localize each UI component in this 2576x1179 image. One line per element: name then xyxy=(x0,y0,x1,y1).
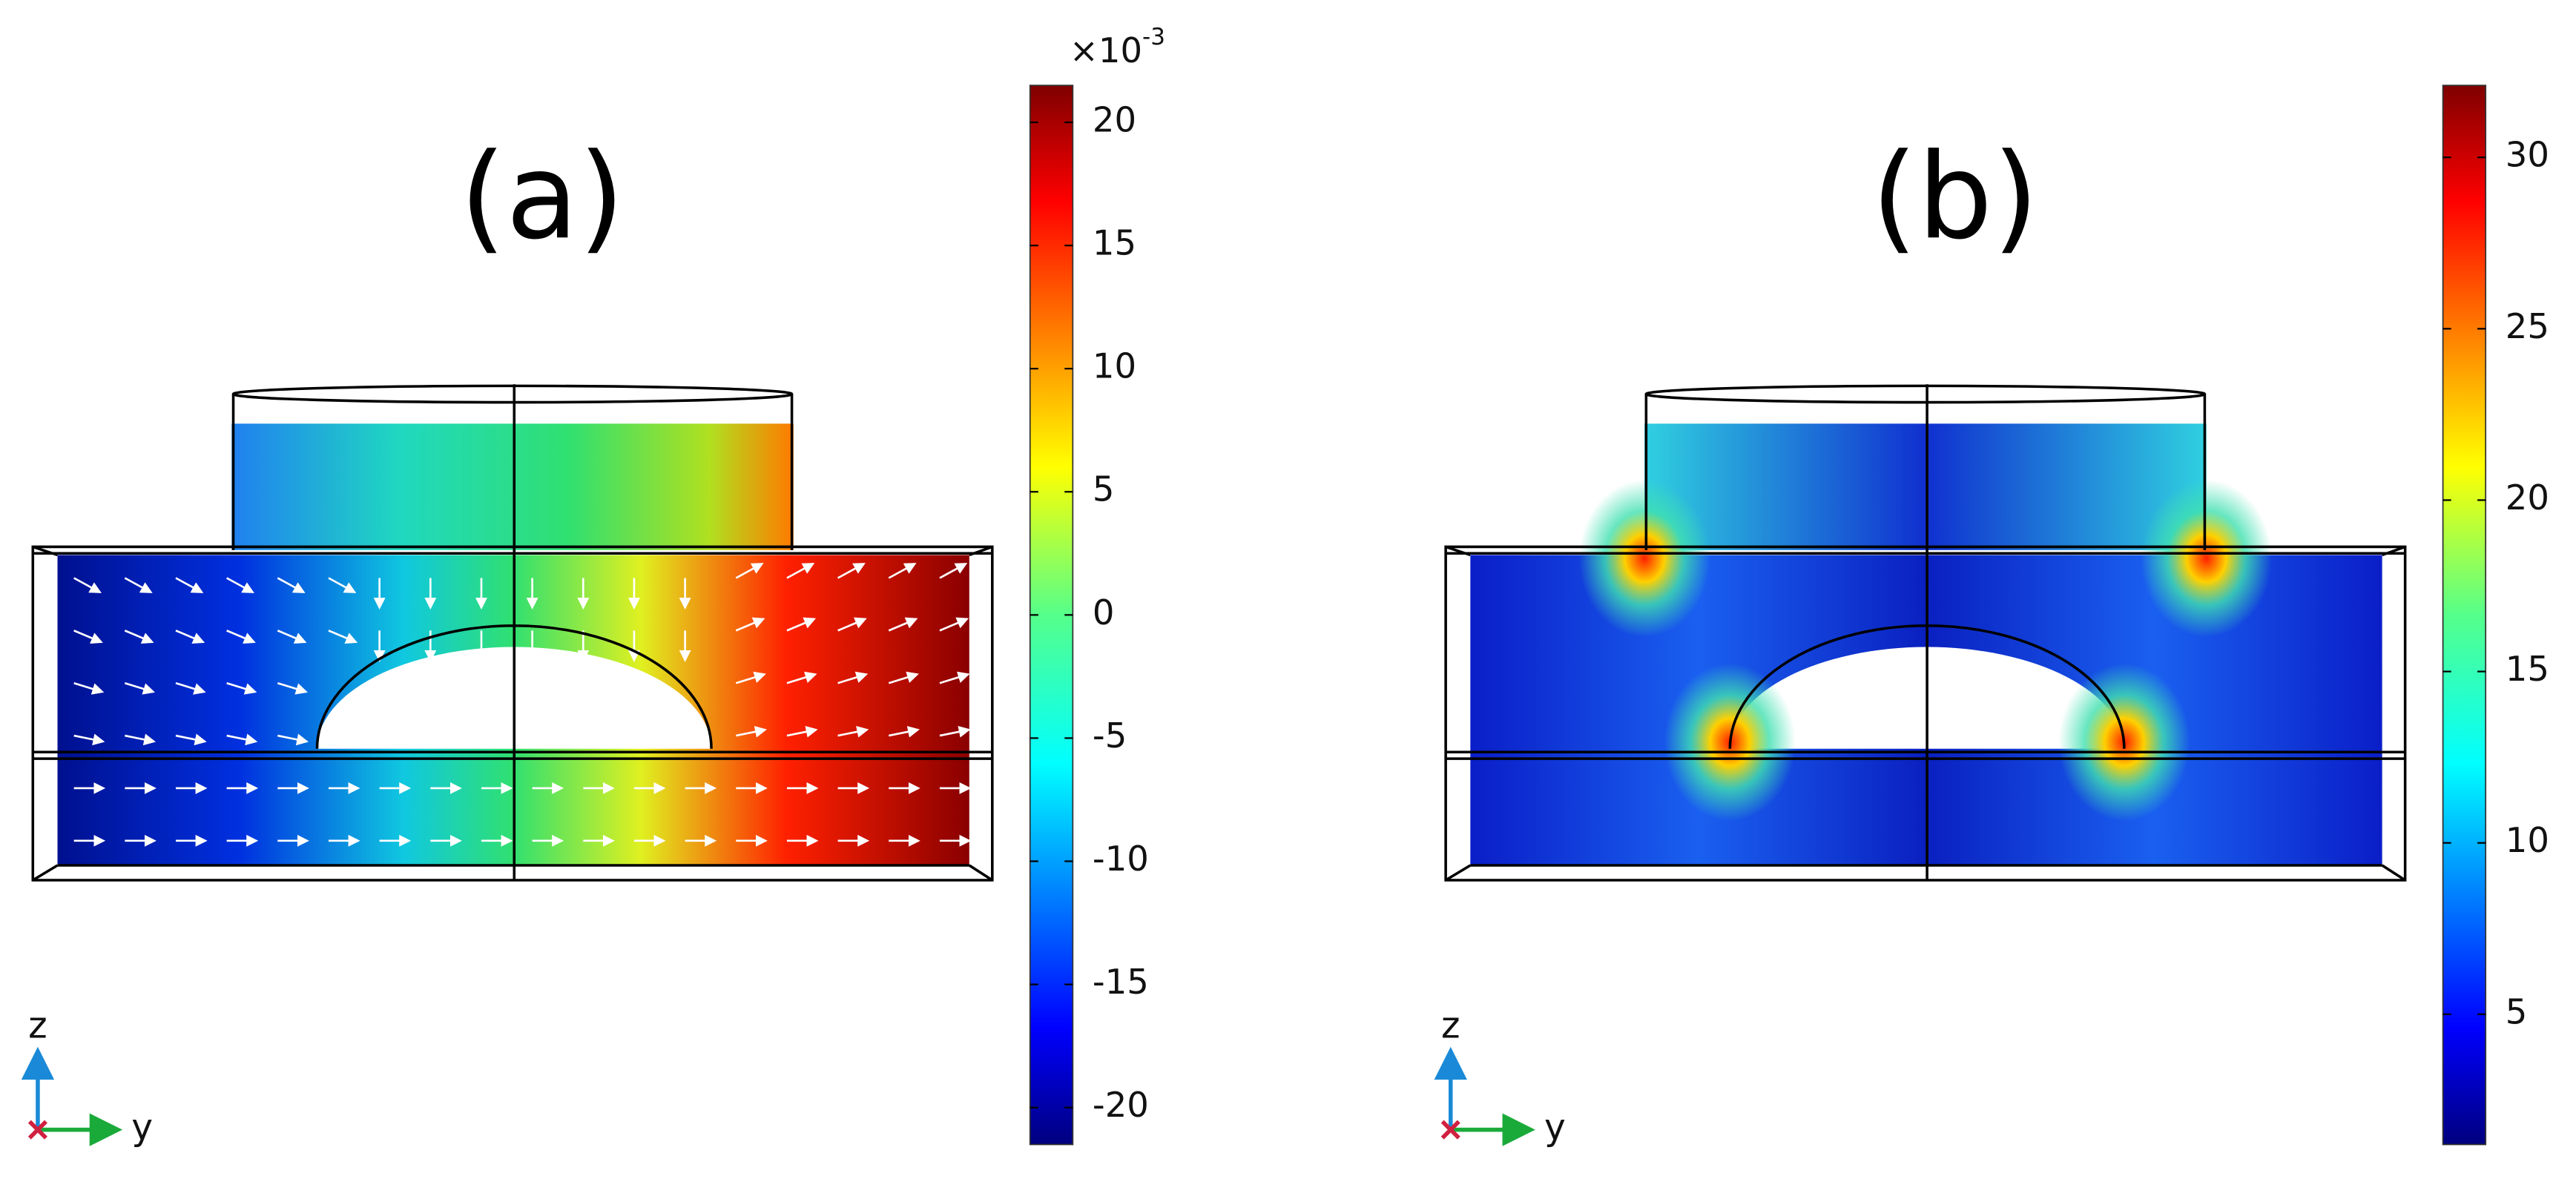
cylinder-top xyxy=(231,384,794,404)
field-arrow xyxy=(226,733,258,746)
multiplier-exponent: -3 xyxy=(1142,23,1165,50)
colorbar-tick-label: -5 xyxy=(1093,716,1127,756)
top-block xyxy=(231,423,794,550)
field-arrow xyxy=(175,630,205,644)
colorbar-tick-label: 10 xyxy=(2506,820,2549,860)
colorbar-tick-label: 10 xyxy=(1093,346,1136,386)
colorbar-tick-label: 20 xyxy=(1093,99,1136,139)
y-label: y xyxy=(1544,1107,1566,1149)
field-arrow xyxy=(837,671,869,684)
field-arrow xyxy=(735,617,765,632)
field-arrow xyxy=(786,671,817,684)
field-arrow xyxy=(73,630,103,644)
field-arrow xyxy=(939,563,968,579)
multiplier-base: ×10 xyxy=(1070,30,1142,70)
field-arrow xyxy=(226,630,256,644)
field-arrow xyxy=(175,733,207,746)
field-arrow xyxy=(939,617,969,632)
field-arrow xyxy=(226,577,254,593)
field-arrow xyxy=(277,733,309,746)
field-arrow xyxy=(888,617,918,632)
colorbar-multiplier: ×10-3 xyxy=(1070,23,1165,70)
colorbar-tick-label: -20 xyxy=(1093,1085,1149,1125)
y-label: y xyxy=(131,1107,153,1149)
panel-label: (b) xyxy=(1871,128,2039,265)
outline xyxy=(1444,384,2407,882)
colorbar-tick-label: -15 xyxy=(1093,962,1149,1002)
panel: (b) 30 25 20 15 10 5 z y xyxy=(1434,85,2549,1149)
z-label: z xyxy=(28,1005,47,1047)
field-arrow xyxy=(786,563,815,579)
field-arrow xyxy=(175,577,204,593)
field-arrow xyxy=(124,681,155,695)
colorbar-tick-label: 20 xyxy=(2506,478,2549,518)
field-arrow xyxy=(735,671,766,684)
field-arrow xyxy=(328,630,358,644)
colorbar-tick-label: 25 xyxy=(2506,306,2549,346)
colorbar-tick-label: 15 xyxy=(1093,223,1136,263)
field-arrow xyxy=(939,671,970,684)
field-arrow xyxy=(888,671,919,684)
field-arrow xyxy=(889,725,920,738)
field-arrow xyxy=(888,563,917,579)
field-arrow xyxy=(277,577,306,593)
x-marker xyxy=(27,1120,47,1140)
z-label: z xyxy=(1441,1005,1460,1047)
field-arrow xyxy=(124,630,154,644)
field-arrow xyxy=(786,725,818,738)
x-marker xyxy=(1440,1120,1460,1140)
field-arrow xyxy=(226,681,257,695)
field-arrow xyxy=(736,725,767,738)
field-arrow xyxy=(277,681,308,695)
field-arrow xyxy=(175,681,206,695)
field-arrow xyxy=(837,617,867,632)
field-arrow xyxy=(939,725,971,738)
outline xyxy=(31,384,994,882)
colorbar-tick-label: 0 xyxy=(1093,592,1115,633)
cylinder-top xyxy=(1644,384,2207,404)
stress-hotspot xyxy=(2141,479,2273,638)
panel-label: (a) xyxy=(460,128,625,265)
field-arrow xyxy=(73,681,105,695)
colorbar xyxy=(2442,85,2487,1146)
colorbar-tick-label: 5 xyxy=(2506,991,2528,1031)
colorbar-tick-label: 30 xyxy=(2506,135,2549,175)
field-arrow xyxy=(125,733,157,746)
field-arrow xyxy=(735,563,764,579)
field-arrow xyxy=(277,630,307,644)
field-arrow xyxy=(837,563,866,579)
top-block xyxy=(1644,423,2207,550)
field-arrow xyxy=(124,577,153,593)
field-arrow xyxy=(328,577,357,593)
stress-hotspot xyxy=(1578,479,1710,638)
colorbar-tick-label: 5 xyxy=(1093,469,1115,509)
field-arrow xyxy=(786,617,817,632)
panel: (a) 20 15 10 5 0 -5 -10 -15 -20 ×10-3 z y xyxy=(21,23,1165,1149)
field-arrow xyxy=(837,725,869,738)
colorbar-tick-label: 15 xyxy=(2506,649,2549,689)
colorbar-tick-label: -10 xyxy=(1093,839,1149,879)
field-arrow xyxy=(73,733,105,746)
field-arrow xyxy=(73,577,102,593)
